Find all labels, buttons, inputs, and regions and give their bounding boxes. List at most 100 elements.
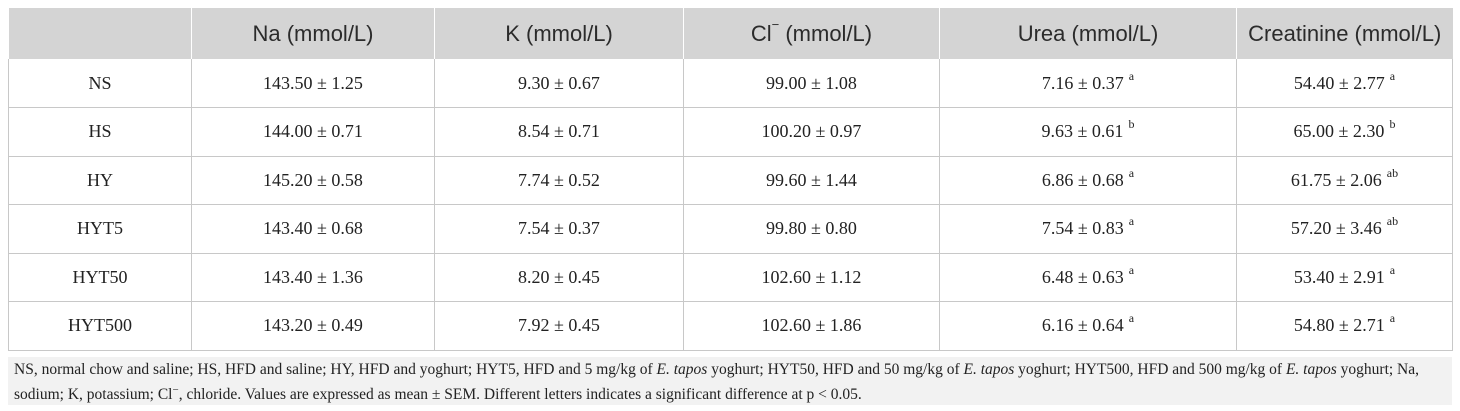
significance-letter: ab <box>1386 214 1399 229</box>
value-cell: 99.00 ± 1.08 <box>683 59 940 108</box>
value-cell: 53.40 ± 2.91 a <box>1236 253 1453 302</box>
footnote-text: − <box>172 384 179 396</box>
footnote-text: yoghurt; Na, sodium; K, potassium; Cl <box>14 361 1420 404</box>
value-cell: 54.80 ± 2.71 a <box>1236 301 1453 351</box>
header-cell-k: K (mmol/L) <box>434 8 684 59</box>
value-cell: 57.20 ± 3.46 ab <box>1236 204 1453 254</box>
header-row: Na (mmol/L) K (mmol/L) Cl− (mmol/L) Urea… <box>8 8 1453 59</box>
cell-value: 8.20 ± 0.45 <box>518 266 600 287</box>
cell-value: 53.40 ± 2.91 <box>1293 266 1385 287</box>
cell-value: 143.40 ± 1.36 <box>263 266 363 287</box>
value-cell: 7.54 ± 0.83 a <box>939 204 1237 254</box>
significance-letter: a <box>1128 214 1135 229</box>
cell-value: 9.30 ± 0.67 <box>518 72 600 93</box>
significance-letter: ab <box>1386 165 1399 180</box>
value-cell: 99.80 ± 0.80 <box>683 204 940 254</box>
cell-value: 7.54 ± 0.83 <box>1041 218 1124 239</box>
header-cell-na: Na (mmol/L) <box>191 8 435 59</box>
footnote-text: yoghurt; HYT50, HFD and 50 mg/kg of <box>707 361 964 378</box>
cell-value: 7.74 ± 0.52 <box>518 169 600 190</box>
value-cell: 7.92 ± 0.45 <box>434 301 684 351</box>
cell-value: 145.20 ± 0.58 <box>263 169 363 190</box>
footnote-species-name: E. tapos <box>656 361 708 378</box>
table-body: NS 143.50 ± 1.25 9.30 ± 0.67 99.00 ± 1.08 7.… <box>8 59 1453 351</box>
value-cell: 144.00 ± 0.71 <box>191 107 435 157</box>
value-cell: 102.60 ± 1.12 <box>683 253 940 302</box>
cell-value: 65.00 ± 2.30 <box>1293 121 1385 142</box>
cell-value: 7.16 ± 0.37 <box>1041 72 1124 93</box>
cell-value: 7.54 ± 0.37 <box>518 218 600 239</box>
significance-letter: a <box>1389 68 1396 83</box>
cell-value: 102.60 ± 1.12 <box>761 266 862 287</box>
table-row: HS 144.00 ± 0.71 8.54 ± 0.71 100.20 ± 0.97 9… <box>8 107 1453 157</box>
significance-letter: a <box>1389 262 1396 277</box>
cell-value: 143.20 ± 0.49 <box>263 315 363 336</box>
table-row: HYT500 143.20 ± 0.49 7.92 ± 0.45 102.60 ± 1… <box>8 301 1453 351</box>
significance-letter: a <box>1128 68 1135 83</box>
value-cell: 65.00 ± 2.30 b <box>1236 107 1453 157</box>
value-cell: 6.48 ± 0.63 a <box>939 253 1237 302</box>
value-cell: 143.40 ± 1.36 <box>191 253 435 302</box>
value-cell: 54.40 ± 2.77 a <box>1236 59 1453 108</box>
value-cell: 143.50 ± 1.25 <box>191 59 435 108</box>
table-row: NS 143.50 ± 1.25 9.30 ± 0.67 99.00 ± 1.08 7.… <box>8 59 1453 108</box>
group-cell: NS <box>8 59 192 108</box>
group-cell: HYT50 <box>8 253 192 302</box>
value-cell: 7.74 ± 0.52 <box>434 156 684 205</box>
cell-value: 99.80 ± 0.80 <box>766 218 857 239</box>
header-cell-urea: Urea (mmol/L) <box>939 8 1237 59</box>
group-cell: HYT5 <box>8 204 192 254</box>
header-superscript: − <box>771 16 780 32</box>
cell-value: 143.40 ± 0.68 <box>263 218 363 239</box>
significance-letter: a <box>1389 311 1396 326</box>
header-label: Creatinine (mmol/L) <box>1248 20 1442 46</box>
header-cell-group <box>9 8 192 59</box>
cell-value: 143.50 ± 1.25 <box>263 72 363 93</box>
header-label: Urea (mmol/L) <box>1017 20 1159 46</box>
table-row: HYT50 143.40 ± 1.36 8.20 ± 0.45 102.60 ± 1.… <box>8 253 1453 302</box>
header-label: Cl <box>750 20 772 46</box>
cell-value: 100.20 ± 0.97 <box>761 121 862 142</box>
significance-letter: a <box>1128 262 1135 277</box>
footnote-text: , chloride. Values are expressed as mean… <box>178 386 862 404</box>
table-row: HY 145.20 ± 0.58 7.74 ± 0.52 99.60 ± 1.44 6.… <box>8 156 1453 205</box>
group-cell: HYT500 <box>8 301 192 351</box>
value-cell: 6.86 ± 0.68 a <box>939 156 1237 205</box>
value-cell: 8.54 ± 0.71 <box>434 107 684 157</box>
significance-letter: a <box>1128 165 1135 180</box>
cell-value: 54.80 ± 2.71 <box>1293 315 1385 336</box>
value-cell: 99.60 ± 1.44 <box>683 156 940 205</box>
footnote-species-name: E. tapos <box>1285 361 1337 378</box>
value-cell: 6.16 ± 0.64 a <box>939 301 1237 351</box>
value-cell: 102.60 ± 1.86 <box>683 301 940 351</box>
table-footnote: NS, normal chow and saline; HS, HFD and … <box>8 357 1452 405</box>
cell-value: 99.00 ± 1.08 <box>766 72 857 93</box>
header-cell-creatinine: Creatinine (mmol/L) <box>1236 8 1453 59</box>
cell-value: 99.60 ± 1.44 <box>766 169 857 190</box>
cell-value: 7.92 ± 0.45 <box>518 315 600 336</box>
value-cell: 145.20 ± 0.58 <box>191 156 435 205</box>
table-row: HYT5 143.40 ± 0.68 7.54 ± 0.37 99.80 ± 0.80… <box>8 204 1453 254</box>
cell-value: 61.75 ± 2.06 <box>1290 169 1382 190</box>
value-cell: 61.75 ± 2.06 ab <box>1236 156 1453 205</box>
value-cell: 9.30 ± 0.67 <box>434 59 684 108</box>
cell-value: 6.16 ± 0.64 <box>1041 315 1124 336</box>
header-label: K (mmol/L) <box>505 20 613 46</box>
cell-value: 6.86 ± 0.68 <box>1041 169 1124 190</box>
footnote-text: yoghurt; HYT500, HFD and 500 mg/kg of <box>1014 361 1286 378</box>
header-label: Na (mmol/L) <box>252 20 374 46</box>
cell-value: 57.20 ± 3.46 <box>1290 218 1382 239</box>
footnote-text: NS, normal chow and saline; HS, HFD and … <box>14 361 657 378</box>
significance-letter: a <box>1128 311 1135 326</box>
value-cell: 100.20 ± 0.97 <box>683 107 940 157</box>
value-cell: 143.20 ± 0.49 <box>191 301 435 351</box>
footnote-species-name: E. tapos <box>963 361 1015 378</box>
table-header: Na (mmol/L) K (mmol/L) Cl− (mmol/L) Urea… <box>8 8 1453 59</box>
cell-value: 9.63 ± 0.61 <box>1041 121 1124 142</box>
results-table: Na (mmol/L) K (mmol/L) Cl− (mmol/L) Urea… <box>8 8 1453 351</box>
cell-value: 6.48 ± 0.63 <box>1041 266 1124 287</box>
header-cell-cl: Cl− (mmol/L) <box>683 8 940 59</box>
value-cell: 9.63 ± 0.61 b <box>939 107 1237 157</box>
cell-value: 54.40 ± 2.77 <box>1293 72 1385 93</box>
